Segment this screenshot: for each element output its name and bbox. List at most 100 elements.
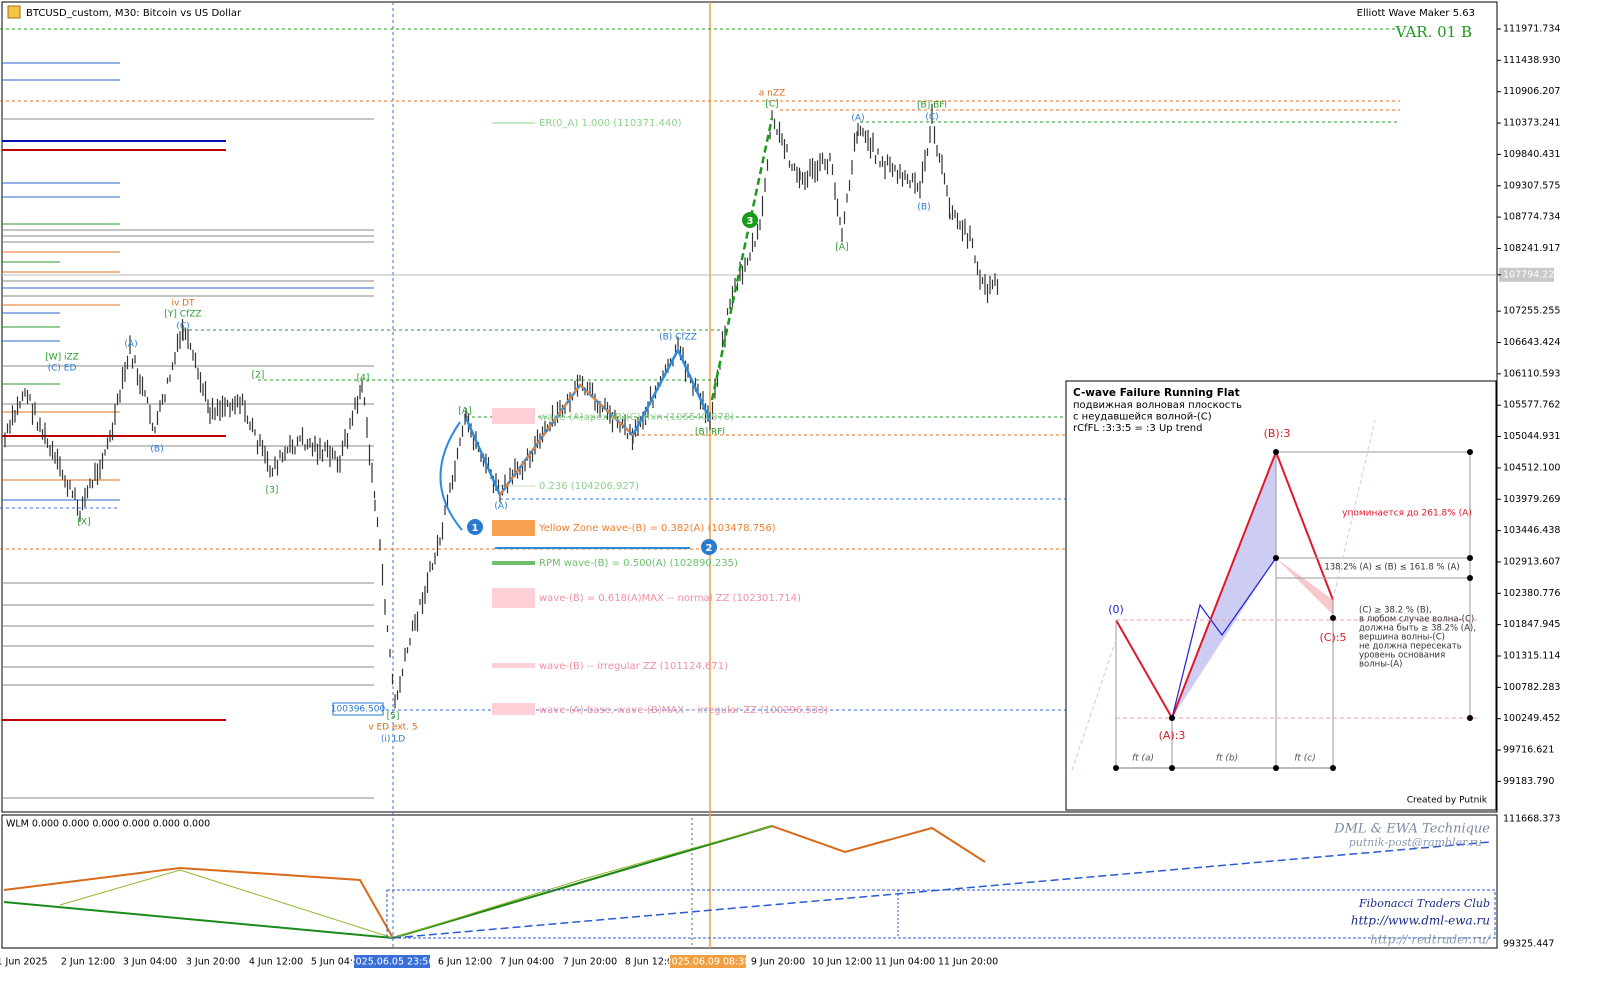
annotation: [A] (835, 243, 848, 253)
inset-note: волны-(A) (1359, 660, 1402, 670)
inset-label: ft (a) (1132, 754, 1154, 764)
time-highlight (670, 955, 746, 968)
indicator-label: WLM 0.000 0.000 0.000 0.000 0.000 0.000 (6, 819, 210, 830)
inset-note: (C) ≥ 38.2 % (B), (1359, 606, 1432, 616)
price-bars (4, 103, 999, 709)
inset-note: в любом случае волна-(C) (1359, 615, 1474, 625)
annotation: (B) (150, 445, 163, 455)
annotation: [W] iZZ (45, 353, 79, 363)
annotation: [X] (77, 518, 90, 528)
price-tag (332, 702, 384, 716)
annotation: [2] (252, 371, 265, 381)
price-label: 111438.930 (1503, 55, 1560, 66)
inset-line: подвижная волновая плоскость (1073, 400, 1242, 411)
variant: VAR. 01 B (1395, 23, 1472, 41)
wave-marker (701, 539, 717, 555)
time-label: 3 Jun 20:00 (186, 957, 240, 968)
tool-name: Elliott Wave Maker 5.63 (1357, 8, 1475, 19)
price-label: 106110.593 (1503, 368, 1560, 379)
time-label: 2025.06.09 08:38 (666, 957, 751, 968)
annotation: (A) (124, 340, 137, 350)
time-label: 1 Jun 2025 (0, 957, 48, 968)
indicator-lines (3, 818, 1496, 948)
price-label: 101847.945 (1503, 619, 1560, 630)
price-label: 108241.917 (1503, 243, 1560, 254)
price-label: 107255.255 (1503, 306, 1560, 317)
annotation: (A) (494, 502, 507, 512)
watermark: putnik-post@rambler.ru (1349, 836, 1482, 849)
annotation: ER(0_A) 1.000 (110371.440) (539, 118, 682, 129)
time-label: 6 Jun 12:00 (438, 957, 492, 968)
inset-label: (0) (1108, 603, 1124, 616)
time-label: 11 Jun 20:00 (938, 957, 998, 968)
annotation: wave-(A) base, wave-(B)MAX -- irregular … (539, 705, 828, 716)
inset-label: 138.2% (A) ≤ (B) ≤ 161.8 % (A) (1324, 563, 1459, 573)
price-label: 110373.241 (1503, 118, 1560, 129)
time-label: 2025.06.05 23:56 (350, 957, 435, 968)
annotation: (A) (851, 114, 864, 124)
time-label: 11 Jun 04:00 (875, 957, 935, 968)
annotation: (C) (176, 322, 189, 332)
annotation: (B) (917, 203, 930, 213)
annotation: [4] (357, 374, 370, 384)
wave-marker-label: 1 (472, 523, 479, 534)
price-label: 110906.207 (1503, 86, 1560, 97)
time-label: 7 Jun 20:00 (563, 957, 617, 968)
inset-title: C-wave Failure Running Flat (1073, 387, 1240, 399)
inset-line: с неудавшейся волной-(C) (1073, 412, 1212, 423)
price-label: 102913.607 (1503, 556, 1560, 567)
annotation: Yellow Zone wave-(B) = 0.382(A) (103478.… (538, 523, 776, 534)
annotation: a nZZ (759, 89, 785, 99)
time-label: 4 Jun 12:00 (249, 957, 303, 968)
watermark: http://www.dml-ewa.ru (1351, 914, 1490, 928)
price-label: 105577.762 (1503, 400, 1560, 411)
inset-note: вершина волны-(C) (1359, 633, 1445, 643)
annotation: (C) (925, 113, 938, 123)
time-label: 7 Jun 04:00 (500, 957, 554, 968)
inset-note: уровень основания (1359, 651, 1445, 661)
icon (7, 5, 21, 19)
time-label: 9 Jun 20:00 (751, 957, 805, 968)
inset-label: (C):5 (1320, 631, 1347, 644)
watermark: DML & EWA Technique (1333, 822, 1490, 837)
price-label: 106643.424 (1503, 337, 1560, 348)
annotation: [C] (765, 100, 778, 110)
annotation: RPM wave-(B) = 0.500(A) (102890.235) (539, 558, 738, 569)
inset-label: упоминается до 261.8% (A) (1342, 509, 1472, 519)
wave-lines (439, 117, 774, 549)
price-label: 105044.931 (1503, 431, 1560, 442)
time-label: 10 Jun 12:00 (812, 957, 872, 968)
annotation: [B] BFl (917, 101, 947, 111)
watermark: http:// redtrader.ru/ (1370, 933, 1492, 947)
inset-line: rCfFL :3:3:5 = :3 Up trend (1073, 423, 1202, 434)
time-highlight (354, 955, 430, 968)
price-label: 103446.438 (1503, 525, 1560, 536)
price-label: 108774.734 (1503, 212, 1560, 223)
left-levels (2, 62, 374, 799)
inset-drawing (1071, 419, 1480, 771)
inset-label: (B):3 (1264, 427, 1291, 440)
annotation: 0.236 (104206.927) (539, 481, 639, 492)
inset-label: ft (c) (1294, 754, 1316, 764)
annotation: iv DT (171, 299, 195, 309)
inset-note: не должна пересекать (1359, 642, 1462, 652)
annotation: [Y] CfZZ (164, 310, 201, 320)
annotation: [3] (266, 486, 279, 496)
annotation: wave-(B) -- irregular ZZ (101124.671) (539, 661, 728, 672)
main-pane (1, 1, 1498, 813)
price-label: 102380.776 (1503, 588, 1560, 599)
price-label: 104512.100 (1503, 462, 1560, 473)
indicator-pane (1, 814, 1498, 949)
price-label: 111971.734 (1503, 24, 1560, 35)
current-price-box (1499, 267, 1554, 282)
inset-label: ft (b) (1216, 754, 1238, 764)
inset-label: Created by Putnik (1407, 796, 1488, 806)
annotation: (B) CfZZ (659, 333, 697, 343)
inset-panel (1065, 380, 1497, 811)
annotation: 100396.500 (331, 705, 386, 715)
inset-note: должна быть ≥ 38.2% (A), (1359, 624, 1476, 634)
inset-label: (A):3 (1159, 729, 1186, 742)
price-label: 99183.790 (1503, 776, 1554, 787)
wave-marker (467, 519, 483, 535)
